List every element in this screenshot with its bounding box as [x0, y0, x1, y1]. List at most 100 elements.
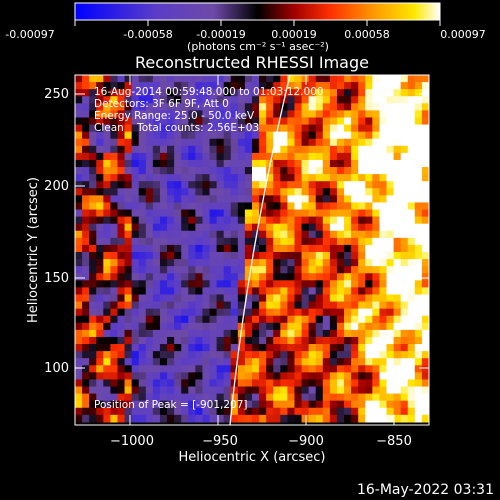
image-pixel — [174, 266, 182, 274]
image-pixel — [393, 414, 402, 423]
image-pixel — [358, 110, 366, 119]
x-tick-label: −1000 — [110, 434, 154, 449]
image-pixel — [202, 216, 211, 225]
image-pixel — [117, 393, 126, 402]
image-pixel — [421, 237, 429, 246]
image-pixel — [209, 358, 218, 366]
image-pixel — [174, 237, 182, 246]
image-pixel — [124, 195, 133, 204]
image-pixel — [329, 344, 338, 352]
image-pixel — [393, 195, 402, 204]
image-pixel — [400, 386, 409, 395]
image-pixel — [174, 386, 182, 395]
image-pixel — [152, 372, 161, 381]
image-pixel — [96, 103, 104, 111]
image-pixel — [174, 407, 182, 416]
image-pixel — [75, 188, 83, 196]
image-pixel — [223, 329, 232, 338]
image-pixel — [301, 365, 310, 373]
image-pixel — [273, 365, 281, 373]
image-pixel — [287, 315, 296, 324]
image-pixel — [400, 202, 409, 211]
image-pixel — [188, 400, 196, 409]
image-pixel — [124, 301, 133, 310]
image-pixel — [159, 308, 168, 317]
image-pixel — [159, 365, 168, 373]
image-pixel — [216, 280, 225, 288]
image-pixel — [351, 117, 359, 126]
image-pixel — [223, 202, 232, 211]
image-pixel — [266, 209, 274, 218]
image-pixel — [145, 82, 154, 90]
image-pixel — [280, 152, 288, 161]
image-pixel — [188, 216, 196, 225]
image-pixel — [82, 96, 90, 104]
image-pixel — [152, 400, 161, 409]
image-pixel — [386, 386, 395, 395]
image-pixel — [266, 195, 274, 204]
image-pixel — [209, 407, 218, 416]
image-pixel — [252, 252, 260, 260]
image-pixel — [252, 294, 260, 303]
image-pixel — [266, 386, 274, 395]
image-pixel — [237, 223, 246, 232]
image-pixel — [223, 167, 232, 175]
image-pixel — [167, 252, 175, 260]
image-pixel — [259, 202, 267, 211]
image-pixel — [379, 75, 388, 83]
image-pixel — [407, 287, 416, 296]
image-pixel — [195, 386, 204, 395]
image-pixel — [365, 273, 373, 281]
image-pixel — [393, 103, 402, 111]
image-pixel — [167, 237, 175, 246]
image-pixel — [315, 188, 324, 196]
image-pixel — [344, 266, 352, 274]
image-pixel — [273, 188, 281, 196]
image-pixel — [230, 209, 239, 218]
image-pixel — [89, 244, 97, 253]
image-pixel — [75, 252, 83, 260]
image-pixel — [400, 209, 409, 218]
image-pixel — [103, 103, 111, 111]
image-pixel — [414, 336, 423, 345]
image-pixel — [167, 407, 175, 416]
image-pixel — [414, 152, 423, 161]
image-pixel — [202, 259, 211, 267]
image-pixel — [188, 188, 196, 196]
image-pixel — [209, 386, 218, 395]
image-pixel — [138, 152, 147, 161]
image-pixel — [393, 131, 402, 140]
image-pixel — [273, 244, 281, 253]
image-pixel — [89, 379, 97, 388]
image-pixel — [266, 280, 274, 288]
image-pixel — [344, 209, 352, 218]
image-pixel — [400, 266, 409, 274]
image-pixel — [167, 117, 175, 126]
image-pixel — [379, 266, 388, 274]
image-pixel — [152, 379, 161, 388]
image-pixel — [223, 379, 232, 388]
image-pixel — [414, 273, 423, 281]
image-pixel — [138, 131, 147, 140]
image-pixel — [174, 315, 182, 324]
image-pixel — [358, 152, 366, 161]
image-pixel — [407, 96, 416, 104]
image-pixel — [421, 230, 429, 239]
image-pixel — [372, 329, 381, 338]
image-pixel — [351, 96, 359, 104]
image-pixel — [379, 209, 388, 218]
image-pixel — [230, 75, 239, 83]
image-pixel — [159, 124, 168, 133]
image-pixel — [252, 131, 260, 140]
image-pixel — [393, 322, 402, 331]
image-pixel — [89, 414, 97, 423]
image-pixel — [181, 266, 189, 274]
image-pixel — [379, 336, 388, 345]
image-pixel — [195, 82, 204, 90]
image-pixel — [351, 386, 359, 395]
image-pixel — [216, 372, 225, 381]
image-pixel — [124, 280, 133, 288]
image-pixel — [259, 124, 267, 133]
image-pixel — [301, 301, 310, 310]
image-pixel — [174, 273, 182, 281]
